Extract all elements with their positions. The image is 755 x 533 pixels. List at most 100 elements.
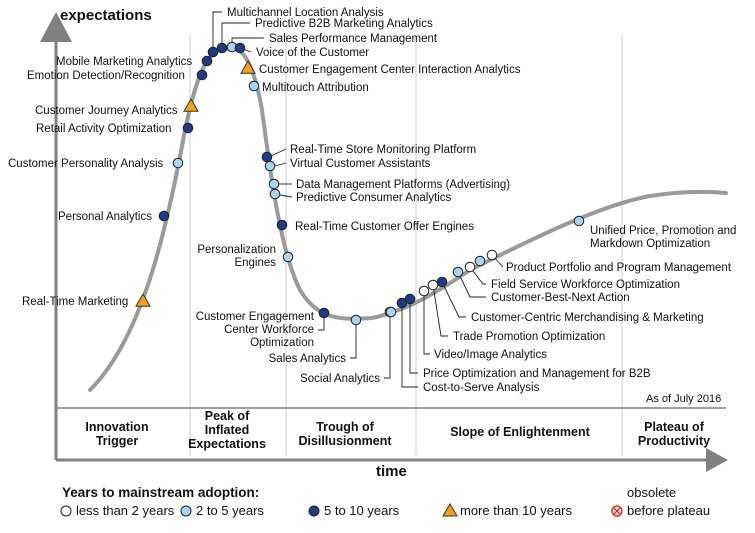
technology-marker (135, 292, 151, 307)
phase-label: Slope of Enlightenment (450, 425, 590, 439)
technology-marker (427, 279, 439, 291)
technology-label: Real-Time Store Monitoring Platform (290, 144, 476, 156)
technology-marker (269, 188, 281, 200)
technology-label: Social Analytics (300, 373, 380, 385)
technology-markers (135, 41, 585, 326)
technology-marker (216, 42, 228, 54)
legend-triangle-icon (442, 503, 458, 517)
technology-label: Predictive B2B Marketing Analytics (255, 18, 433, 30)
technology-label: Data Management Platforms (Advertising) (296, 179, 510, 191)
technology-marker (486, 249, 498, 261)
technology-marker (158, 210, 170, 222)
leader-line (432, 284, 448, 337)
hype-curve (88, 45, 728, 392)
technology-label: Trade Promotion Optimization (453, 331, 605, 343)
leader-line (423, 291, 430, 355)
leader-line (384, 312, 391, 379)
as-of-date: As of July 2016 (646, 393, 721, 405)
legend-circle-icon (308, 505, 320, 517)
legend-label: 2 to 5 years (196, 503, 264, 518)
technology-marker (201, 55, 213, 67)
legend-circle-icon (180, 505, 192, 517)
leader-line (279, 194, 293, 198)
technology-label: Mobile Marketing Analytics (56, 56, 192, 68)
technology-marker (385, 306, 397, 318)
technology-label: Price Optimization and Management for B2… (423, 368, 651, 380)
technology-labels: Real-Time Marketing Personal Analytics Cus… (8, 7, 736, 394)
leader-line (274, 162, 287, 167)
legend-label: before plateau (627, 503, 710, 518)
x-axis-title: time (376, 463, 407, 480)
phase-label: Innovation Trigger (85, 420, 148, 448)
technology-marker (452, 266, 464, 278)
technology-label: Product Portfolio and Program Management (506, 262, 732, 274)
technology-label: Customer Journey Analytics (35, 105, 178, 117)
x-axis-arrowhead (706, 448, 728, 472)
leader-lines (185, 11, 504, 388)
technology-marker (282, 251, 294, 263)
phase-label: Plateau of Productivity (638, 420, 710, 448)
technology-label: Emotion Detection/Recognition (27, 70, 185, 82)
phase-label: Trough of Disillusionment (298, 420, 392, 448)
technology-marker (182, 122, 194, 134)
leader-line (457, 271, 486, 298)
technology-label: Retail Activity Optimization (36, 123, 172, 135)
technology-label: Multichannel Location Analysis (227, 7, 384, 19)
phase-label: Peak of Inflated Expectations (188, 409, 266, 451)
technology-marker (264, 160, 276, 172)
technology-marker (318, 307, 330, 319)
leader-line (318, 313, 325, 331)
technology-label: Customer Personality Analysis (8, 158, 164, 170)
technology-label: Personalization Engines (197, 244, 276, 269)
leader-line (270, 148, 287, 157)
legend-circle-icon (60, 505, 72, 517)
technology-marker (268, 178, 280, 190)
leader-line (401, 303, 418, 388)
technology-marker (248, 80, 260, 92)
technology-label: Virtual Customer Assistants (290, 158, 431, 170)
technology-label: Unified Price, Promotion and Markdown Opt… (590, 225, 736, 250)
legend: less than 2 years 2 to 5 years 5 to 10 yea… (60, 485, 710, 518)
leader-line (350, 320, 357, 359)
technology-label: Real-Time Marketing (22, 296, 128, 308)
technology-marker (207, 46, 219, 58)
phase-dividers (189, 34, 623, 455)
technology-marker (436, 276, 448, 288)
technology-label: Multitouch Attribution (262, 82, 369, 94)
technology-label: Customer-Best-Next Action (491, 292, 630, 304)
technology-marker (474, 255, 486, 267)
axes (40, 12, 728, 472)
technology-marker (183, 97, 199, 112)
leader-line (221, 22, 250, 48)
technology-marker (276, 219, 288, 231)
y-axis-arrowhead (40, 12, 72, 42)
technology-marker (573, 215, 585, 227)
technology-marker (261, 151, 273, 163)
technology-marker (172, 157, 184, 169)
technology-label: Sales Analytics (269, 353, 347, 365)
technology-marker (418, 285, 430, 297)
technology-marker (234, 42, 246, 54)
technology-marker (240, 59, 256, 74)
technology-label: Real-Time Customer Offer Engines (295, 221, 474, 233)
technology-label: Field Service Workforce Optimization (491, 279, 680, 291)
legend-x-stroke (613, 507, 621, 515)
legend-label: 5 to 10 years (324, 503, 400, 518)
technology-label: Customer Engagement Center Interaction A… (259, 64, 521, 76)
technology-marker (350, 314, 362, 326)
technology-label: Customer Engagement Center Workforce Optim… (196, 311, 315, 349)
technology-label: Sales Performance Management (269, 33, 438, 45)
legend-label: more than 10 years (460, 503, 573, 518)
leader-line (441, 281, 466, 318)
phase-labels: Innovation Trigger Peak of Inflated Expectat… (85, 409, 710, 451)
technology-marker (464, 261, 476, 273)
leader-line (409, 299, 418, 374)
y-axis-title: expectations (60, 7, 152, 24)
technology-label: Voice of the Customer (256, 47, 369, 59)
technology-label: Customer-Centric Merchandising & Marketi… (471, 312, 704, 324)
leader-line (469, 266, 486, 285)
technology-label: Video/Image Analytics (434, 349, 547, 361)
technology-label: Predictive Consumer Analytics (296, 192, 452, 204)
technology-label: Personal Analytics (58, 211, 152, 223)
